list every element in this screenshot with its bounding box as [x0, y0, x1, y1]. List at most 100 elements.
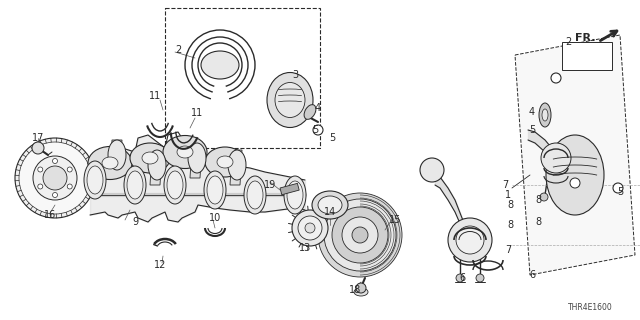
Circle shape	[32, 142, 44, 154]
Text: 18: 18	[349, 285, 361, 295]
Bar	[562, 42, 612, 70]
Ellipse shape	[177, 146, 193, 158]
Ellipse shape	[318, 196, 342, 214]
Circle shape	[324, 199, 396, 271]
Ellipse shape	[205, 147, 245, 177]
Circle shape	[292, 210, 328, 246]
Circle shape	[52, 193, 58, 197]
Ellipse shape	[204, 171, 226, 209]
Circle shape	[352, 227, 368, 243]
Text: 10: 10	[209, 213, 221, 223]
Ellipse shape	[164, 166, 186, 204]
Circle shape	[342, 217, 378, 253]
Text: 5: 5	[617, 187, 623, 197]
Bar	[280, 183, 299, 195]
Text: 14: 14	[324, 207, 336, 217]
Text: 3: 3	[292, 70, 298, 80]
Polygon shape	[230, 150, 242, 185]
Ellipse shape	[102, 157, 118, 169]
Bar	[165, 8, 320, 148]
Text: 7: 7	[502, 180, 508, 190]
Text: 16: 16	[44, 210, 56, 220]
Ellipse shape	[284, 176, 306, 214]
Circle shape	[541, 143, 571, 173]
Text: 5: 5	[329, 133, 335, 143]
Ellipse shape	[542, 109, 548, 121]
Circle shape	[67, 167, 72, 172]
Circle shape	[456, 274, 464, 282]
Ellipse shape	[539, 103, 551, 127]
Text: 11: 11	[149, 91, 161, 101]
Circle shape	[356, 283, 366, 293]
Text: 5: 5	[312, 125, 318, 135]
Circle shape	[420, 158, 444, 182]
Text: 2: 2	[175, 45, 181, 55]
Polygon shape	[515, 35, 635, 275]
Text: 6: 6	[529, 270, 535, 280]
Ellipse shape	[87, 166, 103, 194]
Text: 7: 7	[505, 245, 511, 255]
Ellipse shape	[201, 51, 239, 79]
Ellipse shape	[188, 143, 206, 173]
Ellipse shape	[163, 135, 207, 169]
Circle shape	[38, 184, 43, 189]
Text: 8: 8	[535, 217, 541, 227]
Text: 15: 15	[389, 215, 401, 225]
Circle shape	[298, 216, 322, 240]
Text: 1: 1	[505, 190, 511, 200]
Circle shape	[570, 178, 580, 188]
Text: 13: 13	[299, 243, 311, 253]
Circle shape	[19, 142, 91, 214]
Text: 17: 17	[32, 133, 44, 143]
Text: THR4E1600: THR4E1600	[568, 303, 612, 313]
Ellipse shape	[148, 150, 166, 180]
Text: 11: 11	[191, 108, 203, 118]
Ellipse shape	[228, 150, 246, 180]
Ellipse shape	[354, 288, 368, 296]
Text: 4: 4	[315, 103, 321, 113]
Text: FR.: FR.	[575, 33, 596, 43]
Ellipse shape	[546, 135, 604, 215]
Circle shape	[38, 167, 43, 172]
Ellipse shape	[84, 161, 106, 199]
Ellipse shape	[88, 147, 132, 180]
Circle shape	[15, 138, 95, 218]
Ellipse shape	[142, 152, 158, 164]
Text: 8: 8	[507, 200, 513, 210]
Ellipse shape	[130, 143, 170, 173]
Ellipse shape	[275, 83, 305, 117]
Circle shape	[476, 274, 484, 282]
Ellipse shape	[167, 171, 183, 199]
Text: 8: 8	[507, 220, 513, 230]
Circle shape	[448, 218, 492, 262]
Text: 19: 19	[264, 180, 276, 190]
Polygon shape	[190, 143, 202, 178]
Ellipse shape	[127, 171, 143, 199]
Circle shape	[456, 226, 484, 254]
Circle shape	[551, 73, 561, 83]
Ellipse shape	[124, 166, 146, 204]
Circle shape	[540, 193, 548, 201]
Circle shape	[33, 156, 77, 200]
Ellipse shape	[247, 181, 263, 209]
Ellipse shape	[312, 191, 348, 219]
Ellipse shape	[287, 181, 303, 209]
Circle shape	[43, 166, 67, 190]
Ellipse shape	[207, 176, 223, 204]
Circle shape	[332, 207, 388, 263]
Circle shape	[613, 183, 623, 193]
Text: 6: 6	[459, 273, 465, 283]
Ellipse shape	[304, 105, 316, 119]
Circle shape	[67, 184, 72, 189]
Ellipse shape	[244, 176, 266, 214]
Text: 4: 4	[529, 107, 535, 117]
Ellipse shape	[217, 156, 233, 168]
Circle shape	[52, 158, 58, 164]
Ellipse shape	[267, 73, 313, 127]
Text: 12: 12	[154, 260, 166, 270]
Text: 8: 8	[535, 195, 541, 205]
Polygon shape	[150, 150, 162, 185]
Text: 5: 5	[529, 125, 535, 135]
Ellipse shape	[108, 140, 126, 170]
Circle shape	[313, 125, 323, 135]
